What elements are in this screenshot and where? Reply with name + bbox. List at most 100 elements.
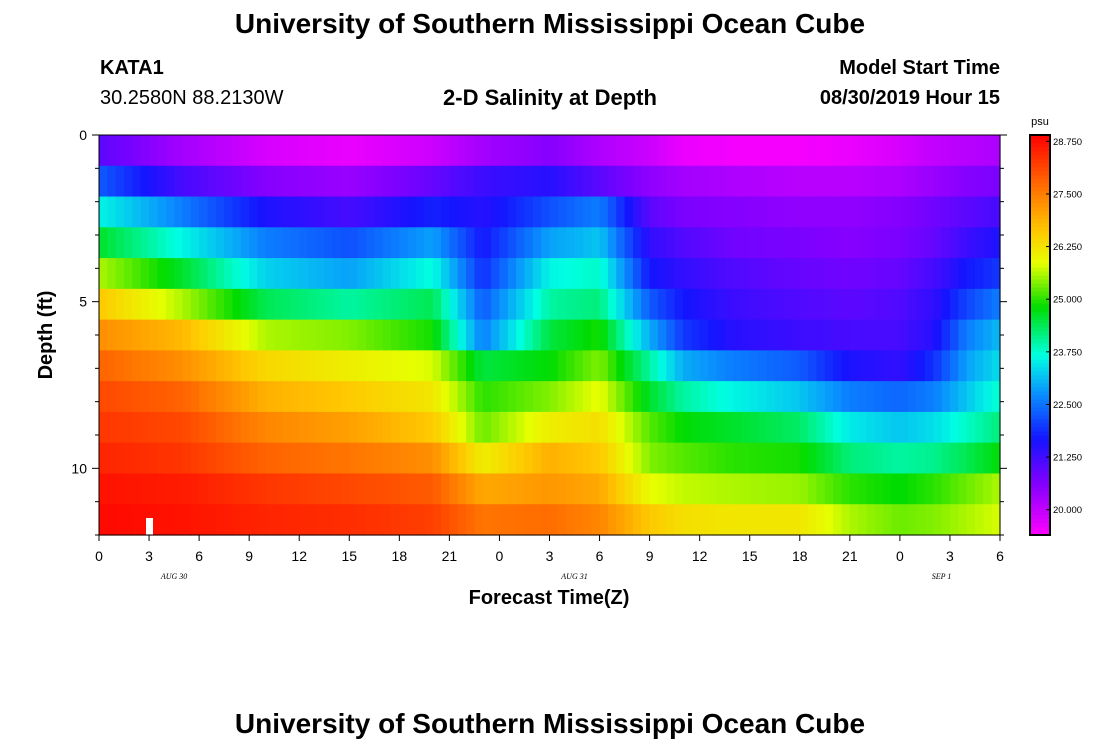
- heatmap-cell: [883, 288, 893, 321]
- heatmap-cell: [899, 227, 909, 259]
- heatmap-cell: [966, 319, 976, 351]
- heatmap-cell: [966, 165, 976, 198]
- heatmap-cell: [466, 319, 476, 351]
- heatmap-cell: [758, 258, 767, 290]
- heatmap-cell: [374, 442, 384, 475]
- colorbar-segment: [1030, 515, 1050, 520]
- heatmap-cell: [749, 258, 759, 290]
- heatmap-cell: [699, 165, 709, 198]
- heatmap-cell: [449, 288, 459, 321]
- heatmap-cell: [324, 288, 334, 321]
- heatmap-cell: [616, 473, 626, 505]
- heatmap-cell: [632, 196, 642, 228]
- heatmap-cell: [190, 135, 200, 167]
- heatmap-cell: [941, 442, 951, 475]
- heatmap-cell: [107, 258, 117, 290]
- colorbar-tick-label: 27.500: [1053, 189, 1082, 200]
- heatmap-cell: [207, 196, 217, 228]
- heatmap-cell: [240, 288, 250, 321]
- x-tick-label: 12: [692, 548, 708, 564]
- heatmap-cell: [841, 411, 851, 444]
- heatmap-cell: [124, 442, 133, 475]
- heatmap-cell: [174, 258, 184, 290]
- heatmap-cell: [340, 504, 350, 536]
- heatmap-cell: [224, 135, 234, 167]
- heatmap-cell: [240, 473, 250, 505]
- heatmap-cell: [532, 196, 542, 228]
- heatmap-cell: [866, 350, 876, 382]
- heatmap-cell: [274, 350, 284, 382]
- heatmap-cell: [641, 381, 651, 413]
- heatmap-cell: [682, 165, 692, 198]
- heatmap-cell: [549, 381, 559, 413]
- heatmap-cell: [165, 381, 175, 413]
- heatmap-cell: [774, 319, 784, 351]
- heatmap-cell: [591, 135, 601, 167]
- colorbar-segment: [1030, 307, 1050, 312]
- heatmap-cell: [749, 165, 759, 198]
- heatmap-cell: [557, 411, 567, 444]
- heatmap-cell: [424, 319, 434, 351]
- heatmap-cell: [199, 227, 209, 259]
- heatmap-cell: [466, 165, 476, 198]
- heatmap-cell: [299, 196, 309, 228]
- colorbar-segment: [1030, 351, 1050, 356]
- heatmap-cell: [708, 504, 717, 536]
- heatmap-cell: [649, 350, 659, 382]
- heatmap-cell: [649, 258, 659, 290]
- heatmap-cell: [708, 442, 717, 475]
- heatmap-cell: [657, 227, 667, 259]
- heatmap-cell: [724, 227, 734, 259]
- heatmap-cell: [557, 442, 567, 475]
- heatmap-cell: [174, 381, 184, 413]
- heatmap-cell: [958, 504, 968, 536]
- heatmap-cell: [849, 196, 859, 228]
- heatmap-cell: [99, 196, 108, 228]
- heatmap-cell: [716, 381, 726, 413]
- heatmap-cell: [274, 288, 284, 321]
- heatmap-cell: [607, 258, 617, 290]
- heatmap-cell: [207, 319, 217, 351]
- heatmap-cell: [157, 196, 167, 228]
- heatmap-cell: [833, 258, 843, 290]
- heatmap-cell: [432, 258, 442, 290]
- heatmap-cell: [816, 411, 826, 444]
- heatmap-cell: [691, 473, 701, 505]
- heatmap-cell: [224, 442, 234, 475]
- heatmap-cell: [883, 258, 893, 290]
- heatmap-cell: [574, 319, 584, 351]
- heatmap-cell: [441, 165, 450, 198]
- heatmap-cell: [891, 227, 901, 259]
- heatmap-cell: [708, 135, 717, 167]
- heatmap-cell: [124, 196, 133, 228]
- heatmap-cell: [741, 411, 751, 444]
- heatmap-cell: [324, 473, 334, 505]
- heatmap-cell: [165, 411, 175, 444]
- heatmap-cell: [249, 135, 259, 167]
- heatmap-cell: [132, 381, 142, 413]
- colorbar-segment: [1030, 435, 1050, 440]
- heatmap-cell: [791, 227, 801, 259]
- heatmap-cell: [733, 227, 742, 259]
- heatmap-cell: [557, 350, 567, 382]
- heatmap-cell: [232, 504, 242, 536]
- heatmap-cell: [357, 319, 367, 351]
- heatmap-cell: [632, 504, 642, 536]
- heatmap-cell: [432, 350, 442, 382]
- heatmap-cell: [374, 135, 384, 167]
- heatmap-cell: [566, 196, 576, 228]
- heatmap-cell: [190, 350, 200, 382]
- heatmap-cell: [574, 473, 584, 505]
- heatmap-cell: [599, 381, 609, 413]
- heatmap-cell: [841, 504, 851, 536]
- heatmap-cell: [499, 442, 509, 475]
- heatmap-cell: [232, 381, 242, 413]
- heatmap-cell: [874, 442, 884, 475]
- heatmap-cell: [466, 288, 476, 321]
- heatmap-cell: [474, 350, 484, 382]
- heatmap-cell: [708, 288, 717, 321]
- heatmap-cell: [199, 288, 209, 321]
- heatmap-cell: [532, 350, 542, 382]
- heatmap-cell: [616, 196, 626, 228]
